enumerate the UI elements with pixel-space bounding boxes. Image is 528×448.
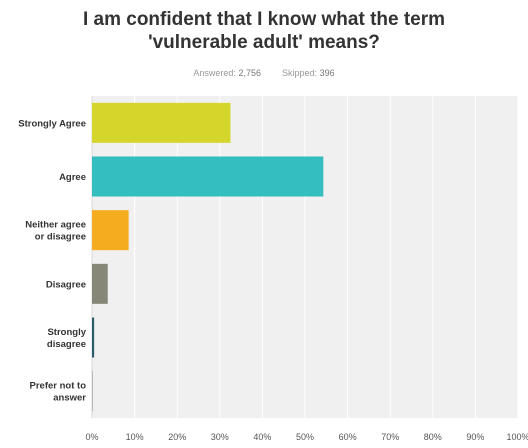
- bar: [92, 371, 93, 412]
- x-tick-label: 10%: [126, 432, 144, 442]
- chart-title-line-2: 'vulnerable adult' means?: [148, 32, 380, 53]
- category-label: Strongly: [47, 327, 86, 338]
- bar: [92, 210, 129, 251]
- category-label: or disagree: [35, 232, 86, 243]
- x-tick-label: 60%: [339, 432, 357, 442]
- x-tick-label: 30%: [211, 432, 229, 442]
- x-tick-label: 20%: [168, 432, 186, 442]
- category-label: Prefer not to: [30, 381, 87, 392]
- category-label: answer: [53, 393, 86, 404]
- skipped-count: 396: [319, 68, 335, 78]
- category-label: disagree: [47, 339, 86, 350]
- skipped-label: Skipped:: [282, 68, 318, 78]
- x-tick-label: 100%: [506, 432, 528, 442]
- bar: [92, 263, 108, 304]
- category-label: Neither agree: [25, 220, 86, 231]
- category-label: Disagree: [46, 279, 86, 290]
- category-label: Agree: [59, 172, 86, 183]
- bar: [92, 102, 231, 143]
- x-tick-labels: 0% 10% 20% 30% 40% 50% 60% 70% 80% 90% 100%: [85, 432, 528, 442]
- chart-title-line-1: I am confident that I know what the term: [82, 9, 446, 30]
- response-stats: Answered: 2,756 Skipped: 396: [0, 68, 528, 78]
- gridlines: [91, 96, 519, 418]
- x-tick-label: 0%: [85, 432, 98, 442]
- x-tick-label: 50%: [296, 432, 314, 442]
- chart-title: I am confident that I know what the term…: [0, 8, 528, 54]
- bars: [92, 102, 324, 412]
- x-tick-label: 90%: [466, 432, 484, 442]
- bar: [92, 317, 95, 358]
- x-tick-label: 40%: [253, 432, 271, 442]
- x-tick-label: 70%: [381, 432, 399, 442]
- answered-label: Answered:: [193, 68, 236, 78]
- bar: [92, 156, 324, 197]
- answered-count: 2,756: [238, 68, 261, 78]
- category-label: Strongly Agree: [18, 118, 86, 129]
- x-tick-label: 80%: [424, 432, 442, 442]
